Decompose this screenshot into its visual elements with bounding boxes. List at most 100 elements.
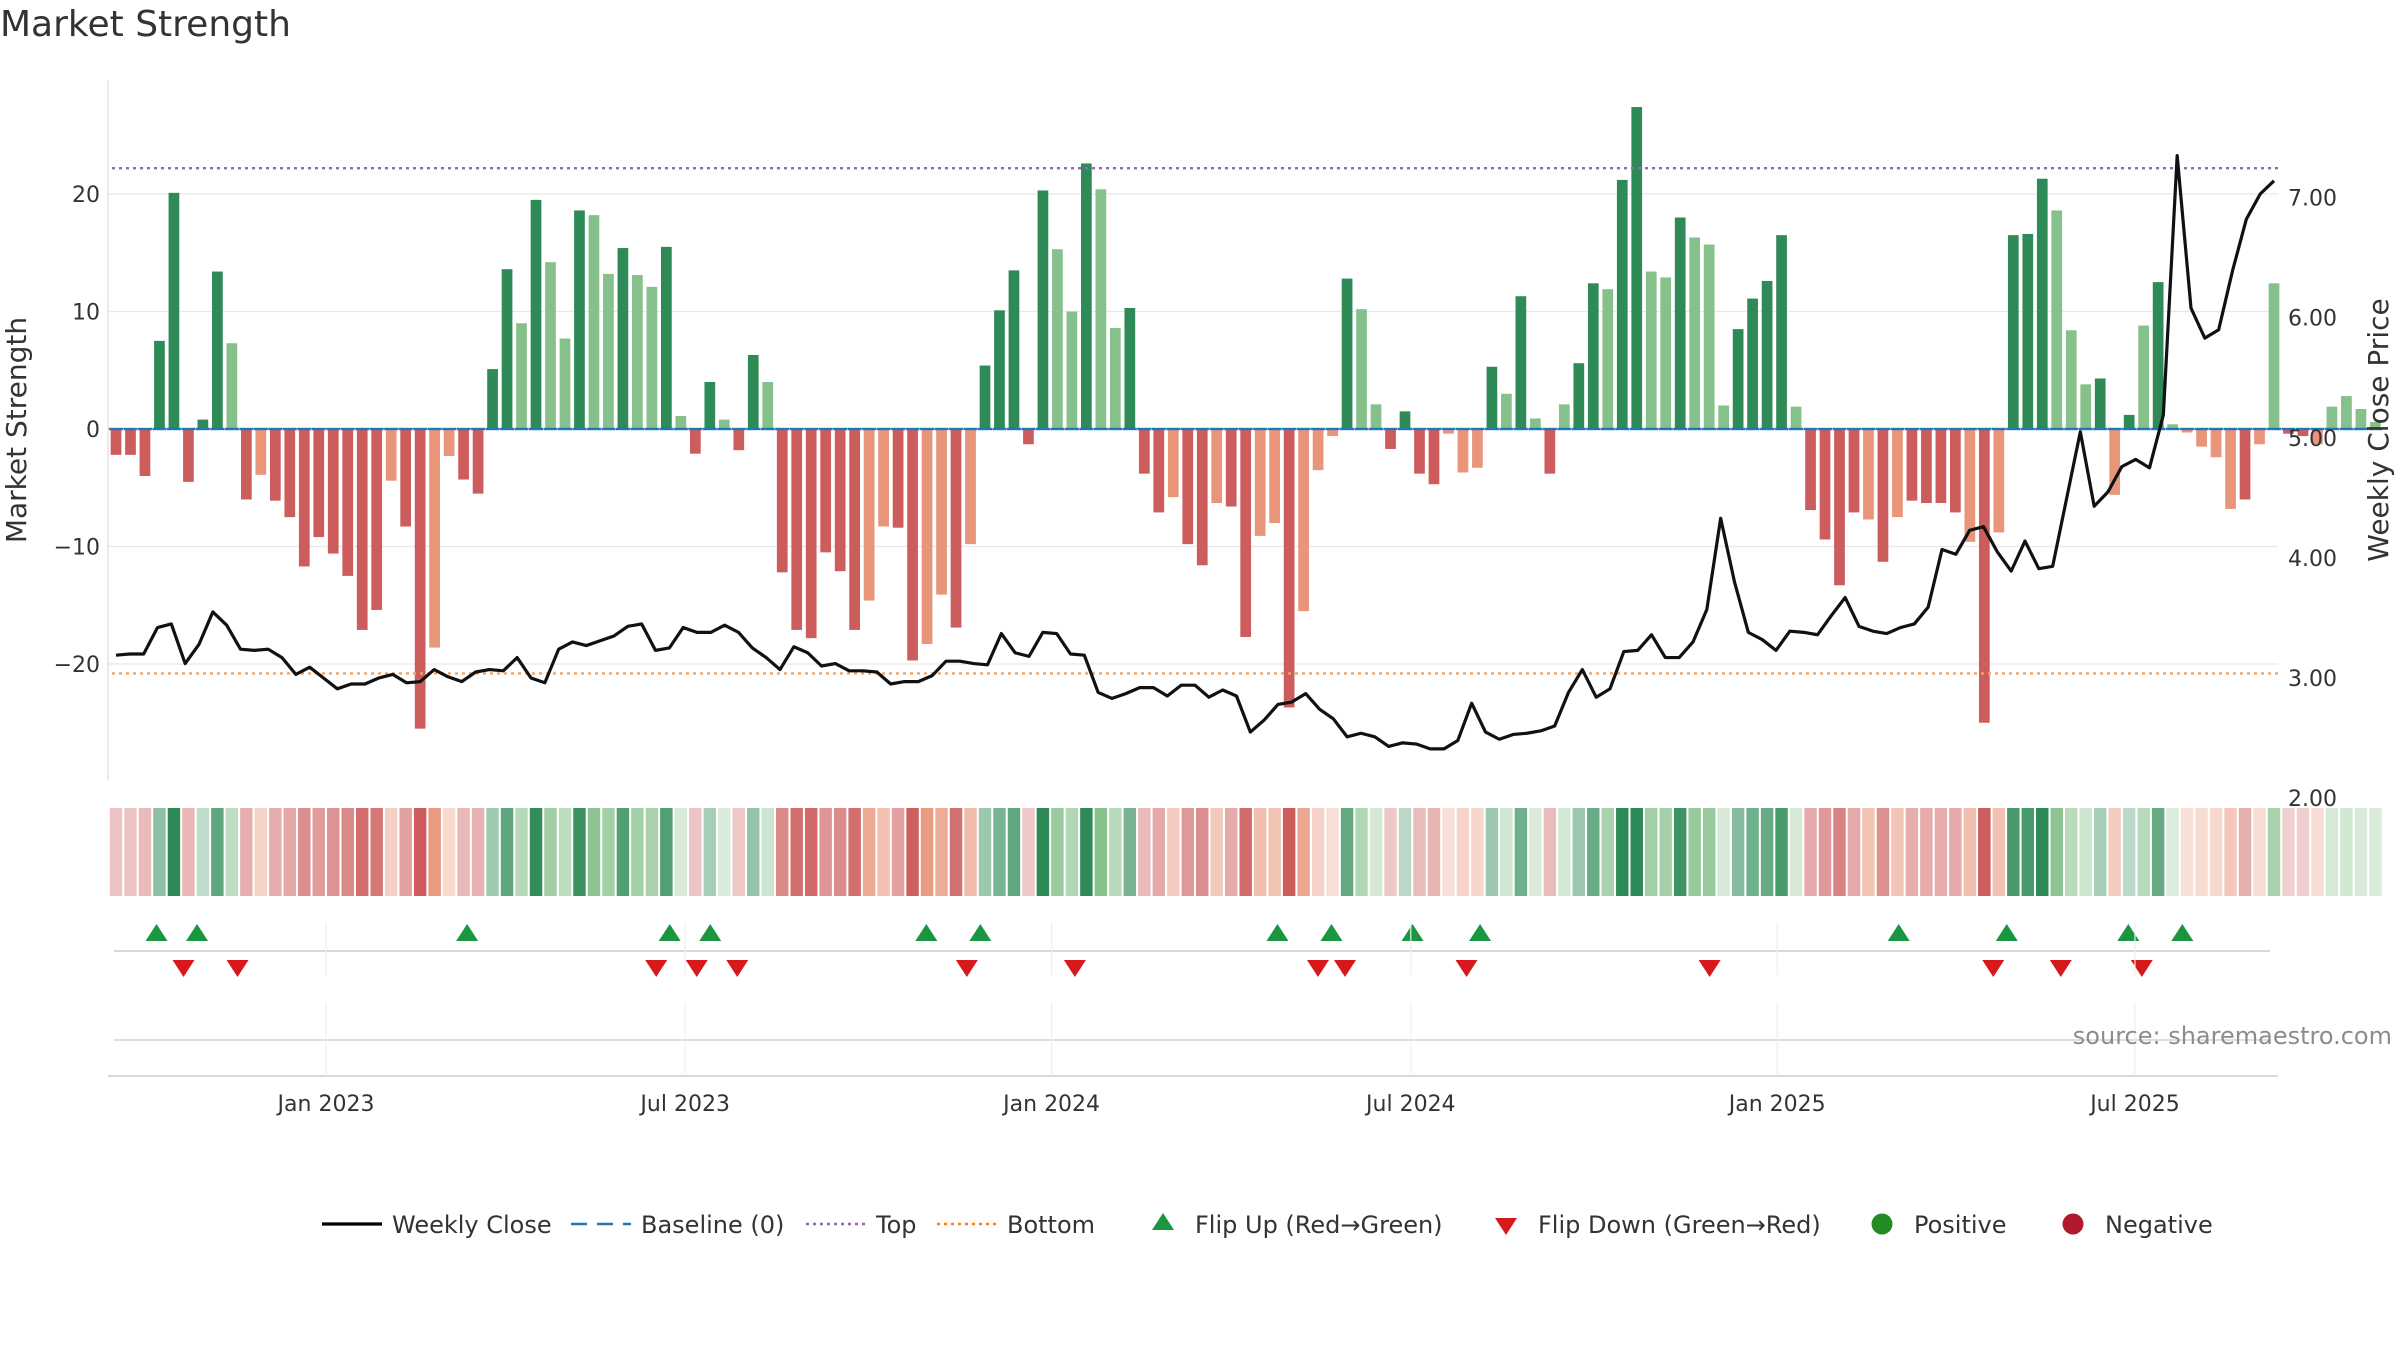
strength-bar — [2239, 429, 2251, 500]
strength-bar — [1211, 429, 1223, 504]
strength-bar — [2283, 429, 2294, 434]
strength-bar — [1052, 249, 1063, 429]
heat-strip-cell — [1731, 808, 1745, 896]
heat-strip-cell — [587, 808, 601, 896]
y-tick-label-right: 6.00 — [2288, 307, 2337, 332]
flip-down-marker — [955, 960, 978, 977]
heat-strip-cell — [877, 808, 890, 896]
heat-strip-cell — [370, 808, 383, 896]
strength-bar — [2007, 235, 2019, 429]
weekly-close-line — [115, 153, 2276, 751]
strength-bar — [313, 429, 325, 538]
strength-bar — [1529, 418, 1541, 429]
right-axis-label: Weekly Close Price — [2362, 298, 2395, 561]
heat-strip-cell — [747, 808, 760, 896]
strength-bar — [1993, 429, 2005, 533]
flip-down-marker — [1333, 960, 1356, 977]
heat-strip-cell — [1210, 808, 1223, 896]
heat-strip-cell — [1978, 808, 1991, 896]
strength-bar — [733, 429, 745, 451]
strength-bar — [1819, 429, 1831, 540]
legend-label: Top — [875, 1211, 917, 1239]
heat-strip-cell — [1282, 808, 1296, 896]
heat-strip-cell — [674, 808, 688, 896]
strength-bar — [1501, 393, 1512, 429]
heat-strip-cell — [1138, 808, 1151, 896]
x-tick-label: Jan 2024 — [1001, 1092, 1100, 1117]
heat-strip-cell — [1297, 808, 1310, 896]
heat-strip-cell — [1818, 808, 1832, 896]
heat-strip-cell — [1051, 808, 1064, 896]
legend-item: Baseline (0) — [571, 1211, 784, 1239]
flip-up-marker — [1266, 924, 1289, 941]
strength-bar — [1008, 270, 1020, 429]
heat-strip — [109, 808, 2382, 896]
y-tick-label-left: 20 — [72, 183, 100, 208]
flip-markers — [114, 924, 2270, 977]
heat-strip-cell — [1558, 808, 1571, 896]
strength-bar — [2080, 384, 2092, 429]
heat-strip-cell — [2195, 808, 2208, 896]
heat-strip-cell — [240, 808, 253, 896]
strength-bar — [1790, 406, 1802, 429]
flip-down-marker — [1698, 960, 1721, 977]
strength-bar — [197, 419, 209, 429]
strength-bar — [1964, 429, 1976, 542]
strength-bar — [400, 429, 412, 527]
strength-bar — [2152, 282, 2164, 429]
heat-strip-cell — [1644, 808, 1658, 896]
heat-strip-cell — [1934, 808, 1948, 896]
y-tick-label-left: −20 — [54, 653, 100, 678]
strength-bar — [1269, 429, 1281, 523]
heat-strip-cell — [457, 808, 470, 896]
heat-strip-cell — [2151, 808, 2165, 896]
strength-bar — [588, 215, 600, 429]
strength-bar — [979, 365, 991, 429]
heat-strip-cell — [2253, 808, 2266, 896]
y-tick-label-left: 10 — [72, 301, 100, 326]
heat-strip-cell — [2209, 808, 2223, 896]
strength-bar — [1877, 429, 1889, 562]
strength-bar — [1109, 327, 1121, 429]
heat-strip-cell — [1123, 808, 1137, 896]
flip-down-marker — [1063, 960, 1086, 977]
strength-bar — [559, 338, 571, 429]
heat-strip-cell — [1080, 808, 1093, 896]
strength-bar — [1631, 107, 1643, 430]
heat-strip-cell — [2065, 808, 2078, 896]
flip-up-marker — [1401, 924, 1424, 941]
strength-bar — [936, 429, 947, 595]
strength-bar — [2181, 429, 2193, 433]
heat-strip-cell — [341, 808, 354, 896]
heat-strip-cell — [1891, 808, 1904, 896]
strength-bar — [1167, 429, 1179, 498]
strength-bar — [965, 429, 976, 545]
x-tick-label: Jan 2025 — [1727, 1092, 1826, 1117]
y-tick-label-left: −10 — [54, 536, 100, 561]
legend-item: Top — [806, 1211, 917, 1239]
strength-bar — [1718, 405, 1729, 429]
flip-down-marker — [172, 960, 195, 977]
heat-strip-cell — [2007, 808, 2020, 896]
heat-strip-cell — [2108, 808, 2121, 896]
strength-bar — [1182, 429, 1194, 545]
heat-strip-cell — [1094, 808, 1108, 896]
strength-bar — [298, 429, 310, 567]
strength-bar — [226, 343, 238, 429]
strength-bar — [545, 262, 556, 429]
strength-bar — [1544, 429, 1556, 474]
heat-strip-cell — [544, 808, 557, 896]
heat-strip-cell — [2296, 808, 2310, 896]
heat-strip-cell — [819, 808, 832, 896]
legend-label: Negative — [2105, 1211, 2213, 1239]
heat-strip-cell — [2122, 808, 2136, 896]
strength-bar — [2036, 178, 2048, 429]
heat-strip-cell — [703, 808, 717, 896]
x-tick-label: Jul 2023 — [638, 1092, 730, 1117]
heat-strip-cell — [2354, 808, 2368, 896]
heat-strip-cell — [1572, 808, 1586, 896]
heat-strip-cell — [891, 808, 905, 896]
strength-bar — [1138, 429, 1150, 474]
heat-strip-cell — [529, 808, 543, 896]
